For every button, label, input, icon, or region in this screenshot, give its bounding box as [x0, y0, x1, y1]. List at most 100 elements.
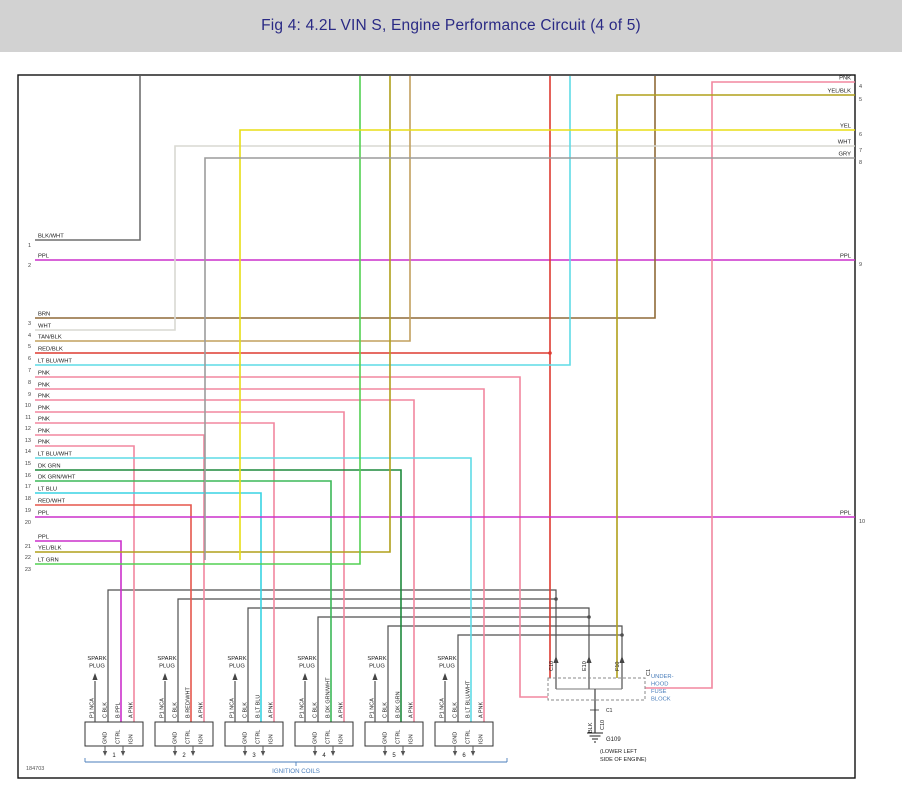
ignition-coil-box [434, 721, 494, 747]
fuse-block-name: BLOCK [651, 697, 671, 703]
coil-number: 4 [322, 753, 326, 759]
coil-number: 5 [392, 753, 396, 759]
left-pin-label: DK GRN [38, 464, 61, 470]
left-pin-number: 11 [25, 415, 31, 421]
left-pin-label: WHT [38, 324, 52, 330]
coil-terminal-label: IGN [129, 734, 135, 744]
left-pin-number: 20 [25, 520, 31, 526]
coil-wire-label: C BLK [313, 702, 319, 718]
coil-terminal-label: GND [173, 732, 179, 744]
coil-terminal-label: CTRL [326, 730, 332, 744]
spark-plug-label: PLUG [299, 664, 315, 670]
left-pin-number: 4 [28, 333, 31, 339]
ground-location-label: (LOWER LEFT [600, 749, 638, 755]
fuse-block-name: FUSE [651, 689, 667, 695]
ignition-coil-box [364, 721, 424, 747]
arrow-up-icon [372, 673, 378, 680]
ignition-coil-box [224, 721, 284, 747]
left-pin-label: PNK [38, 394, 50, 400]
right-pin-label: YEL/BLK [827, 89, 851, 95]
figure-title: Fig 4: 4.2L VIN S, Engine Performance Ci… [261, 17, 641, 34]
left-pin-number: 10 [25, 403, 31, 409]
left-pin-label: YEL/BLK [38, 546, 62, 552]
wire-pnk [35, 434, 205, 722]
left-pin-number: 21 [25, 544, 31, 550]
left-pin-number: 17 [25, 484, 31, 490]
wire-blk-wht [35, 76, 141, 241]
right-pin-label: GRY [839, 152, 852, 158]
coil-terminal-label: CTRL [186, 730, 192, 744]
coil-terminal-label: GND [453, 732, 459, 744]
left-pin-number: 7 [28, 368, 31, 374]
left-pin-label: RED/BLK [38, 347, 63, 353]
left-pin-label: BLK/WHT [38, 234, 64, 240]
diagram-frame [17, 74, 856, 779]
wire-gry [204, 157, 855, 560]
fuse-block-box [547, 677, 646, 701]
coil-number: 6 [462, 753, 466, 759]
wire-red-wht [35, 504, 192, 722]
coil-terminal-label: IGN [339, 734, 345, 744]
coil-wire-label: A PNK [269, 701, 275, 718]
figure-title-bar: Fig 4: 4.2L VIN S, Engine Performance Ci… [0, 0, 902, 52]
left-pin-label: PNK [38, 383, 50, 389]
left-pin-label: LT BLU [38, 487, 57, 493]
right-pin-number: 6 [859, 132, 862, 138]
coil-wire-label: P1 NCA [160, 698, 166, 718]
wire-lt-blu-wht [35, 76, 571, 366]
right-pin-number: 10 [859, 519, 865, 525]
coil-wire-label: C BLK [103, 702, 109, 718]
wire-pnk [35, 422, 275, 722]
arrow-down-icon [400, 751, 406, 756]
wire-yel-blk [616, 94, 855, 678]
coil-wire-label: P1 NCA [90, 698, 96, 718]
coil-terminal-label: CTRL [396, 730, 402, 744]
coil-wire-label: P1 NCA [300, 698, 306, 718]
spark-plug-label: PLUG [229, 664, 245, 670]
ground-id-label: G109 [606, 737, 621, 743]
coil-wire-label: B DK GRN [396, 691, 402, 718]
wire-dk-grn-wht [35, 480, 332, 722]
left-pin-number: 6 [28, 356, 31, 362]
left-pin-number: 3 [28, 321, 31, 327]
coil-wire-label: A PNK [479, 701, 485, 718]
fuse-block-name: UNDER- [651, 674, 674, 680]
junction-dot [548, 351, 552, 355]
wire-tan-blk [35, 76, 411, 342]
right-pin-label: WHT [838, 140, 852, 146]
spark-plug-label: SPARK [437, 656, 456, 662]
coil-wire-label: A PNK [129, 701, 135, 718]
arrow-up-icon [586, 656, 592, 663]
left-pin-label: PNK [38, 429, 50, 435]
ground-bus-wire [457, 634, 622, 722]
arrow-down-icon [260, 751, 266, 756]
ground-bus-wire [177, 598, 556, 722]
diagram-id: 184703 [26, 766, 44, 772]
left-pin-label: BRN [38, 312, 50, 318]
junction-dot [554, 597, 558, 601]
arrow-down-icon [190, 751, 196, 756]
left-pin-label: LT BLU/WHT [38, 452, 72, 458]
wire-dk-grn [35, 469, 402, 722]
left-pin-label: PPL [38, 511, 50, 517]
wire-pnk [35, 411, 345, 722]
spark-plug-label: SPARK [367, 656, 386, 662]
coil-wire-label: A PNK [409, 701, 415, 718]
wire-brn [35, 76, 656, 319]
coil-wire-label: A PNK [339, 701, 345, 718]
spark-plug-label: PLUG [159, 664, 175, 670]
left-pin-number: 5 [28, 344, 31, 350]
left-pin-number: 15 [25, 461, 31, 467]
wire-pnk [35, 445, 135, 722]
fuse-block-name: HOOD [651, 682, 668, 688]
coil-terminal-label: CTRL [116, 730, 122, 744]
spark-plug-label: SPARK [157, 656, 176, 662]
coil-terminal-label: CTRL [256, 730, 262, 744]
spark-plug-label: SPARK [297, 656, 316, 662]
arrow-down-icon [102, 751, 108, 756]
ground-bus-wire [107, 589, 557, 722]
arrow-down-icon [382, 751, 388, 756]
left-pin-number: 2 [28, 263, 31, 269]
coil-terminal-label: IGN [409, 734, 415, 744]
